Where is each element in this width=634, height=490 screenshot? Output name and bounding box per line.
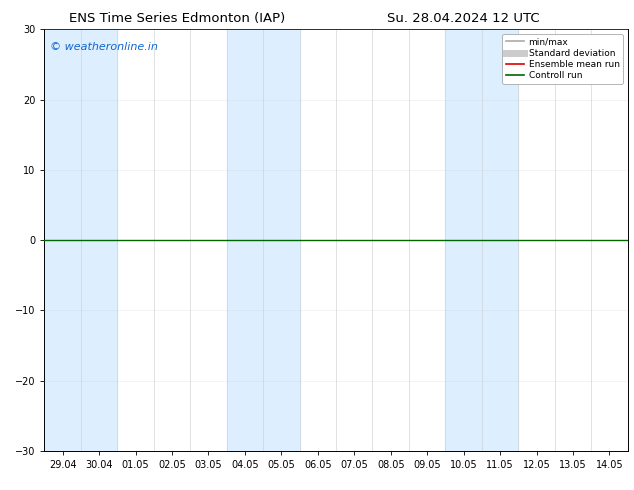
Text: Su. 28.04.2024 12 UTC: Su. 28.04.2024 12 UTC (387, 12, 539, 25)
Bar (226, 29, 299, 451)
Text: © weatheronline.in: © weatheronline.in (50, 42, 158, 52)
Bar (445, 29, 518, 451)
Text: ENS Time Series Edmonton (IAP): ENS Time Series Edmonton (IAP) (69, 12, 286, 25)
Bar (44, 29, 117, 451)
Legend: min/max, Standard deviation, Ensemble mean run, Controll run: min/max, Standard deviation, Ensemble me… (502, 34, 623, 84)
